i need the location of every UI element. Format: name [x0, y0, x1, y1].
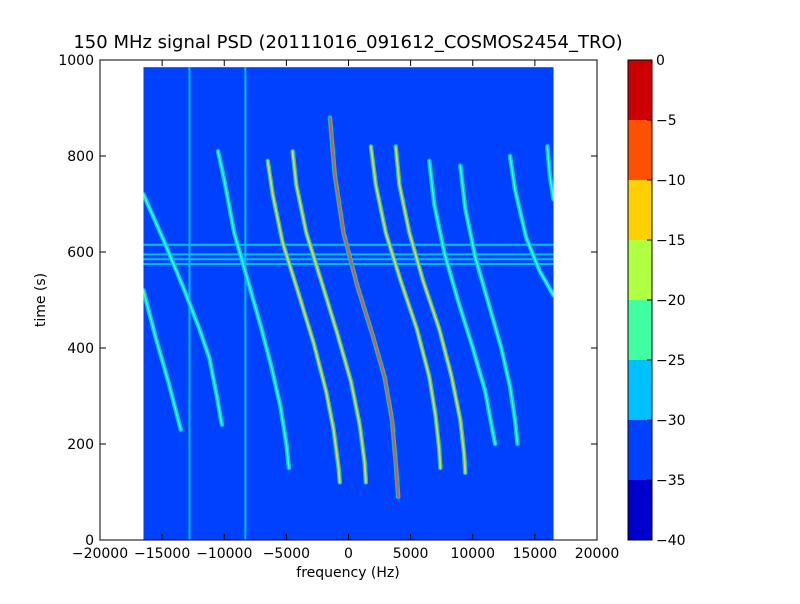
x-tick-label: −5000: [263, 546, 310, 562]
colorbar-tick-label: −35: [656, 473, 686, 489]
colorbar-segment: [628, 480, 652, 540]
signal-trace: [369, 145, 442, 469]
signal-trace: [143, 193, 223, 426]
colorbar-segment: [628, 180, 652, 240]
colorbar-tick-label: −5: [656, 113, 677, 129]
x-tick-label: −10000: [196, 546, 252, 562]
signal-trace: [217, 150, 290, 469]
signal-trace: [143, 289, 182, 431]
colorbar: 0 −5 −10 −15 −20 −25 −30 −35 −40: [627, 53, 686, 549]
x-tick-label: −20000: [72, 546, 128, 562]
colorbar-tick-label: −10: [656, 173, 686, 189]
colorbar-segment: [628, 420, 652, 480]
y-tick-label: 0: [85, 533, 94, 549]
y-tick-label: 1000: [58, 53, 94, 69]
y-tick-label: 600: [67, 245, 94, 261]
colorbar-segment: [628, 240, 652, 300]
colorbar-segment: [628, 60, 652, 120]
spectrogram-image: [143, 67, 554, 540]
x-tick-label: −15000: [134, 546, 190, 562]
colorbar-tick-label: −30: [656, 413, 686, 429]
colorbar-tick-label: −25: [656, 353, 686, 369]
axes: −20000 −15000 −10000 −5000 0 5000 10000 15000 20…: [58, 53, 619, 562]
x-tick-label: 5000: [393, 546, 429, 562]
y-axis-label: time (s): [33, 273, 49, 327]
x-axis-label: frequency (Hz): [296, 565, 399, 581]
colorbar-tick-label: −20: [656, 293, 686, 309]
colorbar-tick-label: 0: [656, 53, 665, 69]
colorbar-tick-label: −40: [656, 533, 686, 549]
x-tick-label: 20000: [575, 546, 620, 562]
colorbar-tick-label: −15: [656, 233, 686, 249]
x-tick-label: 0: [344, 546, 353, 562]
signal-trace: [459, 164, 519, 445]
colorbar-segment: [628, 360, 652, 420]
colorbar-segment: [628, 300, 652, 360]
signal-trace: [328, 116, 400, 498]
signal-trace: [509, 155, 554, 296]
x-tick-label: 15000: [513, 546, 558, 562]
y-tick-label: 200: [67, 437, 94, 453]
spectrogram-background: [143, 67, 554, 540]
colorbar-segment: [628, 120, 652, 180]
signal-trace: [266, 159, 341, 484]
chart-title: 150 MHz signal PSD (20111016_091612_COSM…: [73, 32, 622, 53]
signal-trace: [291, 150, 367, 484]
x-tick-label: 10000: [450, 546, 495, 562]
signal-trace: [546, 145, 554, 200]
y-tick-label: 400: [67, 341, 94, 357]
y-tick-label: 800: [67, 149, 94, 165]
signal-trace: [394, 145, 467, 474]
signal-trace: [428, 160, 496, 445]
